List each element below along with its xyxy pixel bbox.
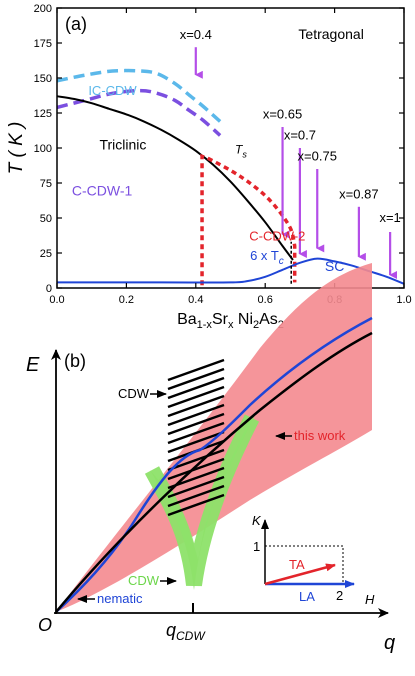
hatch-line bbox=[167, 403, 225, 427]
hatch-line bbox=[167, 421, 225, 445]
nematic-label: nematic bbox=[97, 591, 143, 606]
phase-label: 6 x Tc bbox=[250, 248, 284, 267]
y-tick-label: 75 bbox=[40, 178, 52, 190]
series-c-cdw-1 bbox=[56, 88, 222, 137]
origin-label: O bbox=[38, 615, 52, 635]
phase-boundary-series bbox=[56, 68, 405, 286]
y-tick-label: 175 bbox=[34, 38, 52, 50]
blue-dispersion-curve bbox=[55, 316, 373, 613]
x-tick-label: 0.6 bbox=[258, 294, 273, 306]
inset-dotted-box bbox=[265, 545, 344, 584]
y-tick-label: 200 bbox=[34, 3, 52, 15]
phase-label: Triclinic bbox=[99, 136, 146, 152]
hatch-line bbox=[167, 358, 225, 382]
phase-label: Ts bbox=[235, 143, 247, 160]
series-ic-cdw bbox=[56, 68, 222, 123]
x-tick-label: 0.2 bbox=[119, 294, 134, 306]
y-axis-label: T ( K ) bbox=[6, 122, 27, 175]
phase-label: C-CDW-1 bbox=[72, 183, 133, 199]
phase-label: SC bbox=[325, 258, 344, 274]
hatch-line bbox=[167, 448, 225, 472]
energy-axis-label: E bbox=[26, 354, 40, 376]
x-tick-label: 0.0 bbox=[49, 294, 64, 306]
cdw-hatch bbox=[167, 358, 225, 517]
y-tick-label: 0 bbox=[46, 283, 52, 295]
inset-la-label: LA bbox=[299, 589, 315, 604]
phase-diagram-panel: x=0.4 x=0.65 x=0.7 x=0.75 x=0.87x=1 Tetragon… bbox=[6, 3, 412, 331]
doping-label: x=0.7 bbox=[284, 128, 316, 143]
hatch-line bbox=[167, 376, 225, 400]
y-tick-label: 100 bbox=[34, 143, 52, 155]
x-tick-label: 0.4 bbox=[188, 294, 203, 306]
phase-labels: Tetragonal IC-CDW Triclinic C-CDW-1 C-CDW-2 6… bbox=[72, 26, 364, 274]
y-tick-label: 50 bbox=[40, 213, 52, 225]
black-dispersion-curve bbox=[55, 331, 373, 613]
inset-ta-label: TA bbox=[289, 557, 305, 572]
inset-tick-1: 1 bbox=[253, 539, 260, 554]
cdw-phonon-band-inner bbox=[144, 414, 260, 587]
qcdw-label: qCDW bbox=[166, 620, 206, 643]
dispersion-schematic-panel: (b) E q O qCDW CDW this work CDW nematic… bbox=[26, 263, 395, 654]
panel-label-a: (a) bbox=[65, 14, 87, 34]
doping-label: x=0.75 bbox=[298, 149, 337, 164]
hatch-line bbox=[167, 367, 225, 391]
doping-label: x=0.65 bbox=[263, 107, 302, 122]
reciprocal-space-inset: K 1 2 H TA LA bbox=[252, 513, 375, 607]
momentum-axis-label: q bbox=[384, 632, 395, 654]
panel-label-b: (b) bbox=[64, 351, 86, 371]
hatch-line bbox=[167, 385, 225, 409]
phase-label: C-CDW-2 bbox=[249, 228, 305, 243]
hatch-line bbox=[167, 475, 225, 499]
doping-label: x=1 bbox=[379, 210, 400, 225]
doping-label: x=0.87 bbox=[339, 186, 378, 201]
y-tick-label: 25 bbox=[40, 248, 52, 260]
series-ts bbox=[56, 95, 294, 261]
hatch-line bbox=[167, 493, 225, 517]
inset-tick-2: 2 bbox=[336, 588, 343, 603]
x-axis-label: Ba1-xSrx Ni2As2 bbox=[177, 311, 284, 331]
cdw-band-label: CDW bbox=[128, 573, 160, 588]
y-tick-label: 125 bbox=[34, 108, 52, 120]
hatch-line bbox=[167, 430, 225, 454]
inset-ta-arrow bbox=[264, 563, 336, 586]
hatch-line bbox=[167, 457, 225, 481]
this-work-label: this work bbox=[294, 428, 346, 443]
inset-k-label: K bbox=[252, 513, 262, 528]
hatch-line bbox=[167, 394, 225, 418]
phase-label: Tetragonal bbox=[298, 26, 363, 42]
doping-arrows: x=0.4 x=0.65 x=0.7 x=0.75 x=0.87x=1 bbox=[180, 27, 401, 279]
doping-label: x=0.4 bbox=[180, 27, 212, 42]
x-tick-label: 1.0 bbox=[396, 294, 411, 306]
phase-label: IC-CDW bbox=[88, 83, 137, 98]
cdw-hatch-label: CDW bbox=[118, 386, 150, 401]
y-tick-label: 150 bbox=[34, 73, 52, 85]
inset-h-label: H bbox=[365, 592, 375, 607]
hatch-line bbox=[167, 484, 225, 508]
hatch-line bbox=[167, 412, 225, 436]
